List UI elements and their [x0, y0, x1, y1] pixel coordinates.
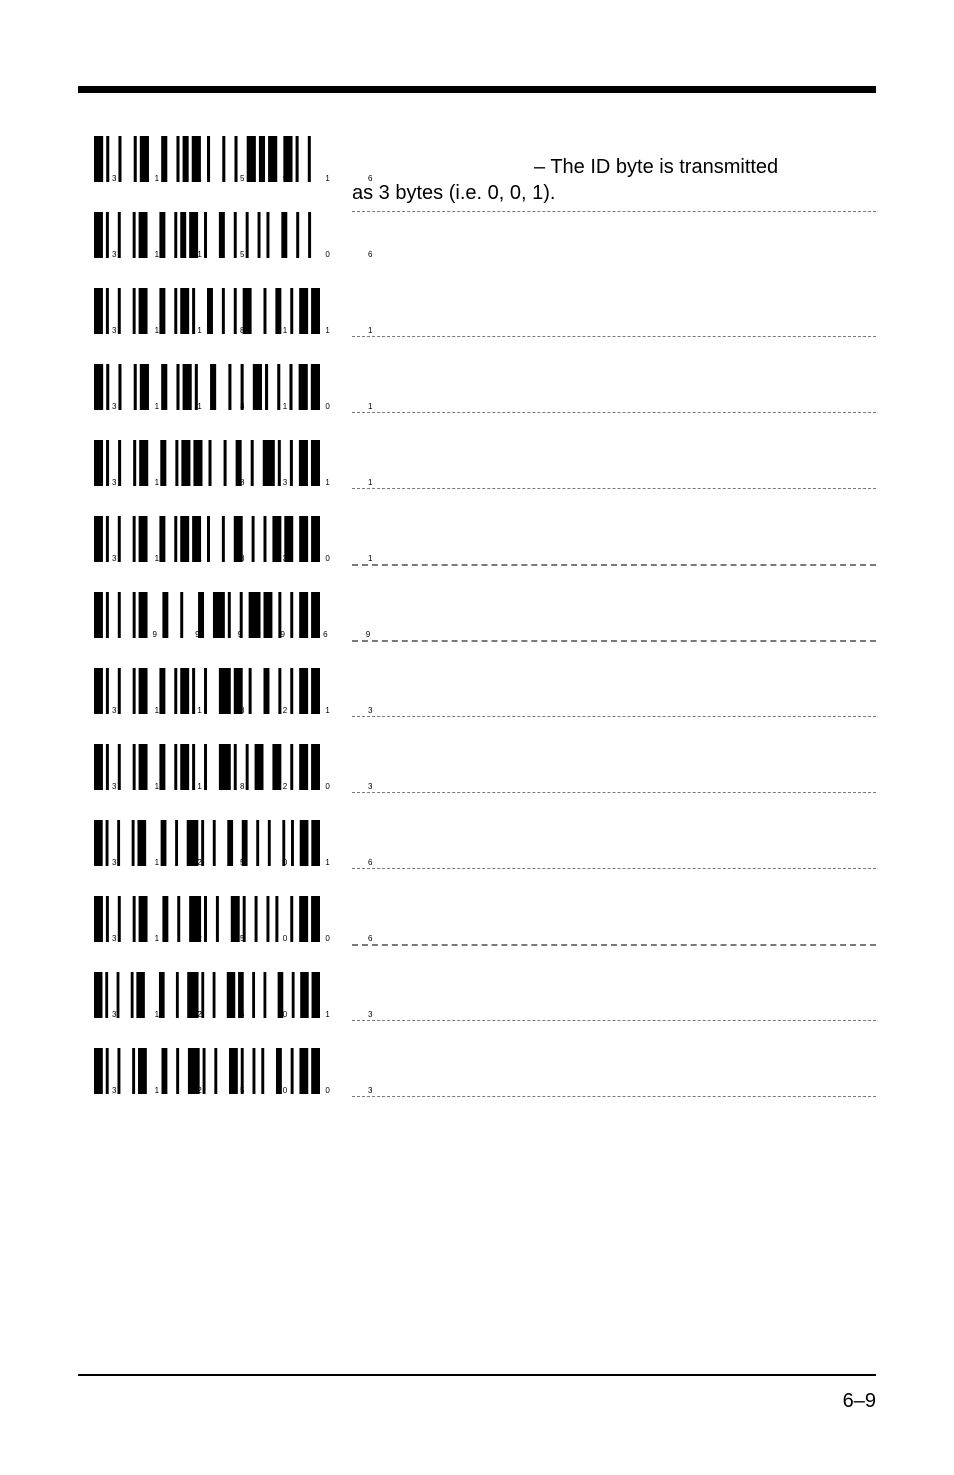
separator-row — [352, 814, 876, 890]
separator-line — [352, 488, 876, 489]
text-column: – The ID byte is transmitted as 3 bytes … — [334, 136, 876, 1124]
page-number: 6–9 — [78, 1390, 876, 1413]
barcode-item: 3 1 1 8 2 0 3 — [94, 744, 334, 820]
barcode-item: 9 9 9 9 6 9 — [94, 592, 334, 668]
separator-line — [352, 412, 876, 413]
separator-line — [352, 640, 876, 642]
separator-row — [352, 890, 876, 966]
barcode-item: 3 1 2 5 0 1 3 — [94, 972, 334, 1048]
barcode-digits: 3 1 1 8 1 0 1 — [112, 402, 390, 411]
separator-line — [352, 211, 876, 212]
footer: 6–9 — [78, 1374, 876, 1413]
separator-row — [352, 358, 876, 434]
barcode-digits: 3 1 1 8 2 1 3 — [112, 706, 390, 715]
separator-row — [352, 738, 876, 814]
separator-line — [352, 944, 876, 946]
separator-column — [352, 206, 876, 1118]
barcode-digits: 3 1 2 5 0 1 6 — [112, 858, 390, 867]
barcode-item: 3 1 1 8 3 0 1 — [94, 516, 334, 592]
barcode-digits: 3 1 1 5 9 1 6 — [112, 174, 390, 183]
separator-line — [352, 1020, 876, 1021]
description-rest: as 3 bytes (i.e. 0, 0, 1). — [352, 180, 876, 206]
barcode-digits: 3 1 1 8 2 0 3 — [112, 782, 390, 791]
barcode-item: 3 1 1 8 3 1 1 — [94, 440, 334, 516]
separator-row — [352, 510, 876, 586]
separator-row — [352, 586, 876, 662]
separator-line — [352, 716, 876, 717]
barcode-item: 3 1 2 5 0 0 6 — [94, 896, 334, 972]
barcode-digits: 3 1 2 5 0 0 6 — [112, 934, 390, 943]
barcode-digits: 3 1 1 8 3 1 1 — [112, 478, 390, 487]
barcode-digits: 3 1 1 5 9 0 6 — [112, 250, 390, 259]
separator-line — [352, 868, 876, 869]
top-rule — [78, 86, 876, 93]
barcode-item: 3 1 1 5 9 1 6 — [94, 136, 334, 212]
barcode-item: 3 1 1 8 1 1 1 — [94, 288, 334, 364]
barcode-column: 3 1 1 5 9 1 63 1 1 5 9 0 63 1 1 8 1 1 13… — [94, 136, 334, 1124]
barcode-item: 3 1 2 5 0 0 3 — [94, 1048, 334, 1124]
barcode-item: 3 1 1 5 9 0 6 — [94, 212, 334, 288]
barcode-item: 3 1 1 8 2 1 3 — [94, 668, 334, 744]
separator-row — [352, 662, 876, 738]
barcode-digits: 9 9 9 9 6 9 — [112, 630, 388, 639]
barcode-item: 3 1 2 5 0 1 6 — [94, 820, 334, 896]
separator-row — [352, 434, 876, 510]
separator-line — [352, 792, 876, 793]
barcode-item: 3 1 1 8 1 0 1 — [94, 364, 334, 440]
page: 3 1 1 5 9 1 63 1 1 5 9 0 63 1 1 8 1 1 13… — [0, 0, 954, 1475]
barcode-digits: 3 1 1 8 3 0 1 — [112, 554, 390, 563]
barcode-digits: 3 1 2 5 0 1 3 — [112, 1010, 390, 1019]
separator-row — [352, 966, 876, 1042]
footer-rule — [78, 1374, 876, 1376]
separator-line — [352, 1096, 876, 1097]
separator-row — [352, 206, 876, 282]
description-lead: – The ID byte is transmitted — [352, 154, 876, 180]
barcode-digits: 3 1 1 8 1 1 1 — [112, 326, 390, 335]
barcode-digits: 3 1 2 5 0 0 3 — [112, 1086, 390, 1095]
separator-row — [352, 1042, 876, 1118]
separator-line — [352, 564, 876, 566]
separator-line — [352, 336, 876, 337]
separator-row — [352, 282, 876, 358]
content-area: 3 1 1 5 9 1 63 1 1 5 9 0 63 1 1 8 1 1 13… — [94, 136, 876, 1124]
